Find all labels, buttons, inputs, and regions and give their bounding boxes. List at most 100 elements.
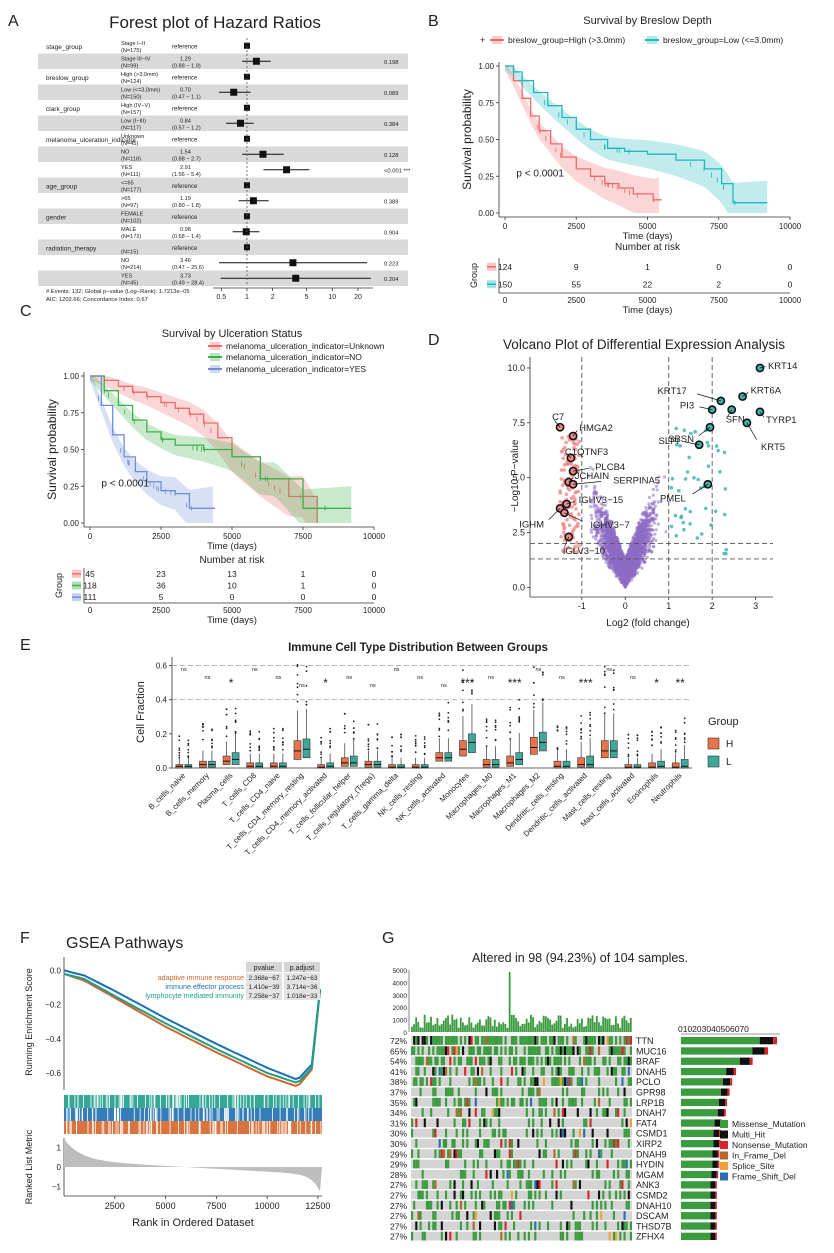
mutation-cell: [583, 1036, 585, 1045]
mutation-cell: [490, 1211, 492, 1220]
mutation-cell: [441, 1232, 443, 1241]
mutation-cell: [507, 1170, 509, 1179]
mutation-cell: [471, 1046, 473, 1055]
outlier-point: [438, 718, 440, 720]
mutation-cell: [515, 1191, 517, 1200]
mutation-cell: [564, 1057, 566, 1066]
mutation-cell: [462, 1139, 464, 1148]
mutation-cell: [460, 1108, 462, 1117]
mutation-cell: [526, 1180, 528, 1189]
mutation-cell: [536, 1180, 538, 1189]
outlier-point: [589, 718, 591, 720]
outlier-point: [651, 731, 653, 733]
risk-count: 10: [227, 581, 237, 591]
mutation-cell: [522, 1067, 524, 1076]
mutation-cell: [530, 1077, 532, 1086]
label-leader: [549, 508, 560, 519]
y-axis-label: −Log10 P−value: [510, 439, 521, 512]
mutation-cell: [583, 1129, 585, 1138]
gene-point: [610, 549, 613, 552]
mutation-cell: [630, 1046, 632, 1055]
mutation-cell: [577, 1221, 579, 1230]
mutation-cell: [524, 1057, 526, 1066]
mutation-cell: [432, 1046, 434, 1055]
tmb-bar: [604, 1018, 606, 1032]
mutation-cell: [581, 1088, 583, 1097]
box: [341, 758, 348, 767]
box: [327, 763, 334, 768]
mutation-cell: [513, 1057, 515, 1066]
mutation-cell: [536, 1139, 538, 1148]
box: [539, 732, 546, 751]
row-ci: (0.88 − 1.9): [172, 63, 201, 69]
risk-count: 55: [572, 279, 582, 289]
mutation-cell: [611, 1067, 613, 1076]
gene-count-bar-nonsense: [724, 1109, 726, 1116]
risk-count: 0: [301, 592, 306, 602]
mutation-cell: [477, 1180, 479, 1189]
tmb-bar: [426, 1023, 428, 1032]
outlier-point: [391, 751, 393, 753]
outlier-point: [628, 747, 630, 749]
down-gene-point: [559, 535, 563, 539]
tmb-bar: [549, 1020, 551, 1032]
mutation-cell: [596, 1211, 598, 1220]
mutation-cell: [473, 1077, 475, 1086]
outlier-point: [202, 730, 204, 732]
panel-letter-a: A: [8, 13, 19, 30]
mutation-cell: [617, 1170, 619, 1179]
mutation-cell: [485, 1036, 487, 1045]
y-tick-label: 1: [57, 1144, 62, 1153]
row-estimate: 2.91: [180, 165, 191, 171]
gene-point: [643, 560, 646, 563]
risk-count: 36: [156, 581, 166, 591]
mutation-cell: [496, 1201, 498, 1210]
mutation-cell: [509, 1046, 511, 1055]
y-tick-label: 0.6: [156, 662, 168, 671]
gene-point: [628, 570, 631, 573]
tmb-bar: [615, 1016, 617, 1032]
mutation-cell: [628, 1139, 630, 1148]
mutation-cell: [619, 1191, 621, 1200]
gene-label: JCHAIN: [575, 471, 609, 482]
gene-count-bar-multi: [710, 1222, 715, 1229]
tmb-bar: [432, 1025, 434, 1032]
mutation-cell: [456, 1232, 458, 1241]
mutation-cell: [558, 1118, 560, 1127]
mutation-cell: [424, 1180, 426, 1189]
row-level: High (IV−V): [121, 103, 150, 109]
gene-point: [596, 541, 599, 544]
gene-count-bar-multi: [721, 1089, 728, 1096]
mutation-cell: [417, 1046, 419, 1055]
mutation-cell: [490, 1036, 492, 1045]
mutation-cell: [479, 1057, 481, 1066]
mutation-cell: [560, 1036, 562, 1045]
mutation-cell: [434, 1180, 436, 1189]
ranked-metric-area: [64, 1139, 322, 1191]
mutation-cell: [609, 1098, 611, 1107]
mutation-cell: [562, 1108, 564, 1117]
outlier-point: [320, 757, 322, 759]
gene-point: [635, 531, 638, 534]
mutation-cell: [471, 1067, 473, 1076]
outlier-point: [566, 731, 568, 733]
mutation-cell: [430, 1108, 432, 1117]
risk-count: 1: [301, 581, 306, 591]
gene-count-bar: [681, 1130, 714, 1137]
outlier-point: [660, 736, 662, 738]
mutation-cell: [596, 1170, 598, 1179]
gene-label: SERPINA5: [613, 475, 660, 486]
mutation-cell: [422, 1046, 424, 1055]
outlier-point: [580, 738, 582, 740]
mutation-cell: [532, 1046, 534, 1055]
tmb-bar: [475, 1024, 477, 1032]
table-pathway: lymphocyte mediated immunity: [145, 991, 244, 1000]
gene-name: GPR98: [636, 1088, 666, 1098]
mutation-cell: [434, 1221, 436, 1230]
mutation-cell: [411, 1232, 413, 1241]
mutation-cell: [481, 1036, 483, 1045]
y-tick-label: 0.4: [156, 696, 168, 705]
row-estimate: reference: [172, 184, 198, 190]
mutation-cell: [602, 1088, 604, 1097]
mutation-cell: [432, 1180, 434, 1189]
